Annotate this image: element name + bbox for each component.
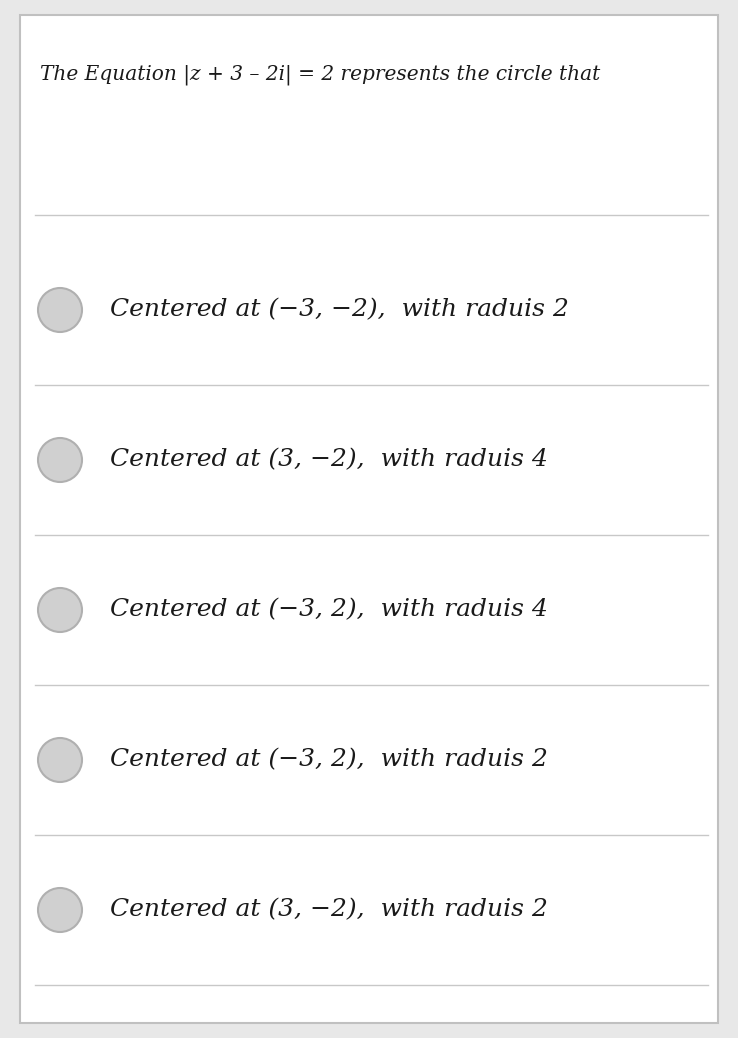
Circle shape	[38, 438, 82, 482]
Text: Centered at (3, −2),  with raduis 4: Centered at (3, −2), with raduis 4	[110, 448, 548, 471]
Circle shape	[38, 588, 82, 632]
Text: Centered at (3, −2),  with raduis 2: Centered at (3, −2), with raduis 2	[110, 899, 548, 922]
Text: Centered at (−3, −2),  with raduis 2: Centered at (−3, −2), with raduis 2	[110, 299, 569, 322]
Text: Centered at (−3, 2),  with raduis 2: Centered at (−3, 2), with raduis 2	[110, 748, 548, 771]
FancyBboxPatch shape	[20, 15, 718, 1023]
Circle shape	[38, 738, 82, 782]
Text: Centered at (−3, 2),  with raduis 4: Centered at (−3, 2), with raduis 4	[110, 599, 548, 622]
Circle shape	[38, 887, 82, 932]
Circle shape	[38, 288, 82, 332]
Text: The Equation |z + 3 – 2i| = 2 represents the circle that: The Equation |z + 3 – 2i| = 2 represents…	[40, 64, 600, 85]
